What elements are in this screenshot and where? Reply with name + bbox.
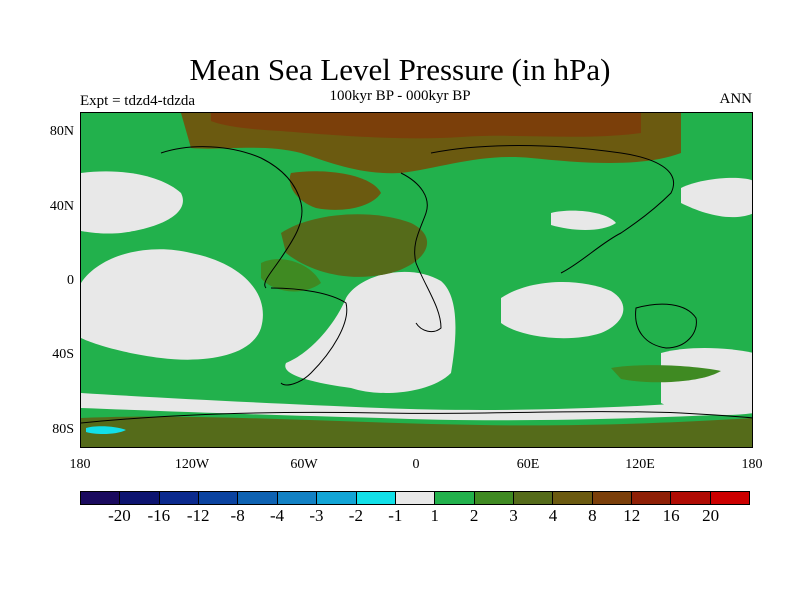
map-panel <box>80 112 753 448</box>
coast-north-america <box>160 146 303 289</box>
legend-swatch <box>120 492 160 504</box>
legend-swatch <box>277 492 318 504</box>
region-light-satlantic <box>285 271 456 393</box>
legend-tick-label: -16 <box>147 506 171 525</box>
legend-swatch <box>317 492 357 504</box>
map-subtitle: 100kyr BP - 000kyr BP <box>329 88 471 104</box>
legend-tick-label: 12 <box>623 506 641 525</box>
coast-asia <box>430 145 674 274</box>
legend-tick-label: -3 <box>309 506 324 525</box>
lon-label-60w: 60W <box>290 457 318 472</box>
coastlines <box>81 145 752 424</box>
legend-tick-label: 20 <box>702 506 720 525</box>
coast-europe-africa <box>400 172 442 333</box>
region-dkgreen-indian <box>611 365 721 383</box>
lat-label-80s: 80S <box>52 422 74 437</box>
legend-tick-label: 2 <box>469 506 479 525</box>
coast-australia <box>635 303 697 349</box>
legend-tick-label: -12 <box>186 506 210 525</box>
lon-label-0: 0 <box>412 457 420 472</box>
legend-swatch <box>553 492 593 504</box>
legend-swatch <box>81 492 121 504</box>
legend-tick-label: 1 <box>430 506 439 525</box>
lat-label-40n: 40N <box>49 199 74 214</box>
region-darkbrown-arctic <box>211 113 641 139</box>
lon-label-120w: 120W <box>174 457 210 472</box>
legend-tick-label: -20 <box>108 506 131 525</box>
legend-swatch <box>592 492 633 504</box>
legend-swatch <box>671 492 711 504</box>
lon-label-120e: 120E <box>625 457 655 472</box>
legend-tick-label: -4 <box>269 506 285 525</box>
coast-antarctica <box>81 411 752 424</box>
legend-tick-label: 4 <box>548 506 558 525</box>
legend-swatch <box>513 492 554 504</box>
legend-swatch <box>632 492 672 504</box>
legend-bar <box>80 491 750 505</box>
lon-label-180e: 180 <box>741 457 763 472</box>
legend-swatch <box>238 492 278 504</box>
lon-label-180w: 180 <box>69 457 91 472</box>
experiment-label: Expt = tdzd4-tdzda <box>80 93 196 109</box>
region-light-sw <box>661 348 752 415</box>
lat-label-eq: 0 <box>67 273 74 288</box>
coast-south-america <box>270 287 348 386</box>
region-dkgreen-mid <box>261 259 321 292</box>
lat-label-40s: 40S <box>52 347 74 362</box>
legend-swatch <box>435 492 475 504</box>
lat-label-80n: 80N <box>49 124 74 139</box>
legend-tick-label: -1 <box>388 506 403 525</box>
pressure-anomaly-map <box>81 113 752 447</box>
legend-swatch <box>474 492 514 504</box>
legend-swatch <box>356 492 396 504</box>
legend-swatch <box>710 492 750 504</box>
region-light-nwpacific <box>551 210 616 230</box>
legend-tick-label: 3 <box>509 506 518 525</box>
legend-tick-label: 8 <box>588 506 597 525</box>
legend-swatch <box>199 492 239 504</box>
legend-tick-label: -8 <box>230 506 245 525</box>
region-light-indian <box>501 281 624 339</box>
region-cyan-antarctic <box>86 426 126 435</box>
season-label: ANN <box>719 91 753 107</box>
region-olive-atlantic <box>281 214 428 277</box>
map-title: Mean Sea Level Pressure (in hPa) <box>189 52 611 87</box>
region-light-spacific <box>81 249 263 360</box>
region-light-npacific <box>81 171 183 234</box>
legend-tick-label: 16 <box>662 506 680 525</box>
region-light-epacific <box>681 177 752 218</box>
lon-label-60e: 60E <box>516 457 540 472</box>
region-brown-natlantic <box>289 171 381 210</box>
region-olive-southern <box>81 416 752 447</box>
legend-swatch <box>395 492 436 504</box>
legend-tick-label: -2 <box>348 506 363 525</box>
legend-swatch <box>159 492 200 504</box>
